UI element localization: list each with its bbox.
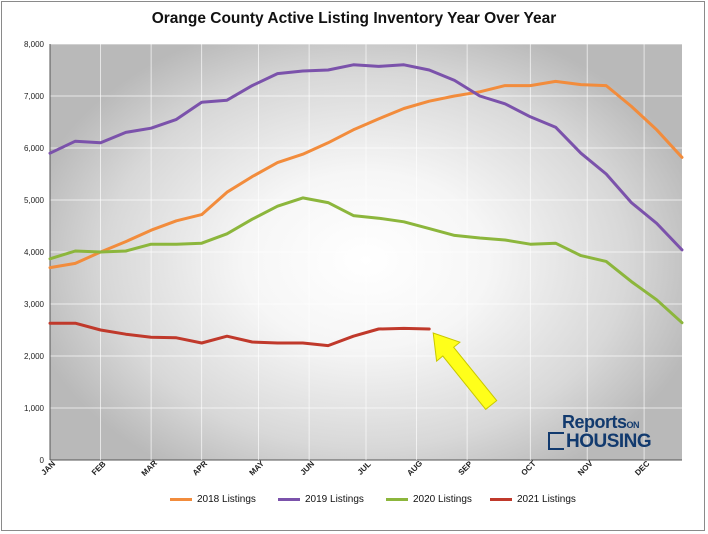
logo-line1: Reports bbox=[562, 412, 627, 432]
legend-label: 2021 Listings bbox=[517, 493, 576, 505]
series-line-4 bbox=[48, 321, 431, 348]
y-tick-label: 4,000 bbox=[24, 248, 45, 257]
legend: 2018 Listings 2019 Listings 2020 Listings 2… bbox=[170, 490, 590, 508]
legend-swatch bbox=[490, 497, 512, 501]
x-tick-label: APR bbox=[191, 459, 209, 477]
legend-item: 2018 Listings bbox=[170, 490, 256, 508]
legend-swatch bbox=[170, 497, 192, 501]
y-tick-label: 5,000 bbox=[24, 196, 45, 205]
y-tick-label: 1,000 bbox=[24, 404, 45, 413]
y-tick-label: 6,000 bbox=[24, 144, 45, 153]
x-tick-label: NOV bbox=[576, 458, 595, 477]
y-tick-label: 2,000 bbox=[24, 352, 45, 361]
y-tick-label: 7,000 bbox=[24, 92, 45, 101]
logo-line2: HOUSING bbox=[566, 431, 652, 452]
series-line-1 bbox=[48, 79, 684, 270]
legend-item: 2020 Listings bbox=[386, 490, 472, 508]
x-tick-label: MAY bbox=[248, 459, 267, 478]
x-tick-label: JUL bbox=[356, 460, 373, 477]
logo-mark-icon bbox=[548, 432, 564, 450]
y-tick-label: 0 bbox=[40, 456, 45, 465]
x-tick-label: SEP bbox=[457, 459, 475, 477]
legend-swatch bbox=[386, 497, 408, 501]
x-tick-label: OCT bbox=[519, 459, 537, 477]
legend-label: 2019 Listings bbox=[305, 493, 364, 505]
logo-line1-small: ON bbox=[626, 420, 640, 430]
annotation-arrow bbox=[432, 332, 498, 411]
legend-label: 2018 Listings bbox=[197, 493, 256, 505]
x-tick-label: MAR bbox=[140, 458, 159, 477]
legend-item: 2019 Listings bbox=[278, 490, 364, 508]
x-tick-label: DEC bbox=[633, 459, 651, 477]
x-tick-label: FEB bbox=[90, 459, 108, 477]
y-tick-label: 8,000 bbox=[24, 40, 45, 49]
legend-item: 2021 Listings bbox=[490, 490, 576, 508]
series-line-2 bbox=[48, 63, 684, 252]
legend-swatch bbox=[278, 497, 300, 501]
y-tick-label: 3,000 bbox=[24, 300, 45, 309]
chart-title: Orange County Active Listing Inventory Y… bbox=[151, 10, 557, 27]
reports-on-housing-logo: ReportsON HOUSING bbox=[548, 412, 668, 458]
series-line-3 bbox=[48, 196, 684, 325]
legend-label: 2020 Listings bbox=[413, 493, 472, 505]
x-tick-label: JUN bbox=[299, 459, 317, 477]
x-tick-label: AUG bbox=[405, 459, 424, 478]
